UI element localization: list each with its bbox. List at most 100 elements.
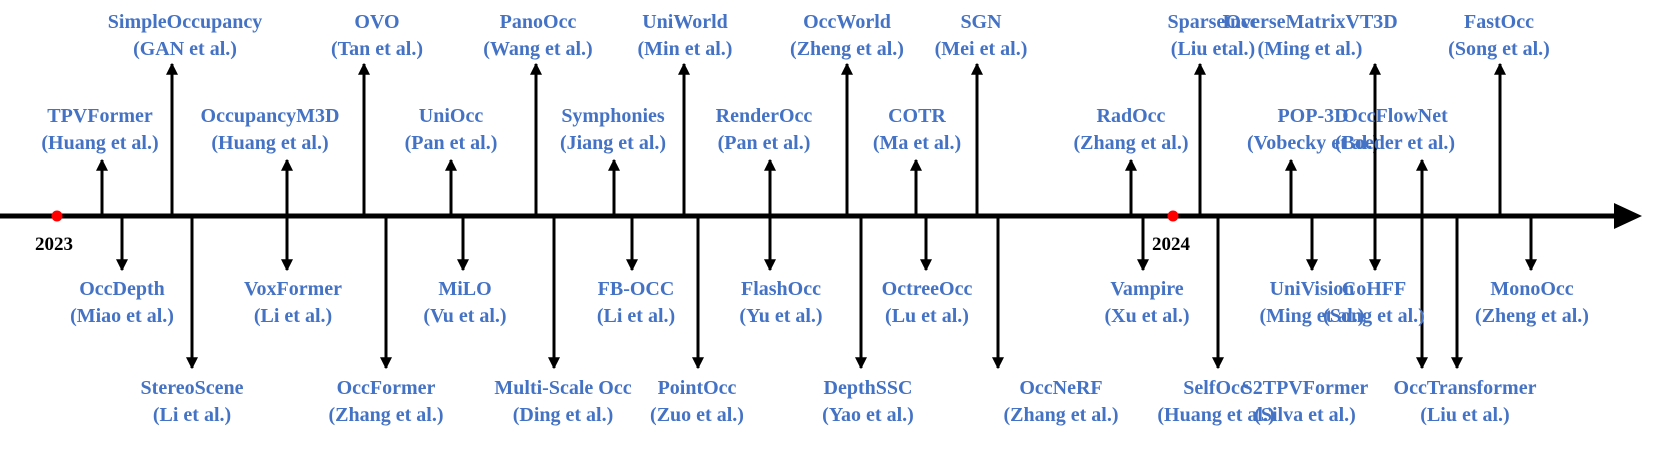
method-authors-symphonies: (Jiang et al.) — [560, 132, 666, 154]
year-label-2023: 2023 — [35, 234, 73, 255]
method-name-milo: MiLO — [438, 278, 491, 300]
year-marker-2023 — [51, 210, 63, 222]
method-name-renderocc: RenderOcc — [716, 105, 813, 127]
method-authors-sgn: (Mei et al.) — [935, 38, 1028, 60]
method-authors-radocc: (Zhang et al.) — [1074, 132, 1189, 154]
method-entry-simpleoccupancy: SimpleOccupancy (GAN et al.) — [108, 11, 262, 216]
method-name-symphonies: Symphonies — [561, 105, 665, 127]
method-authors-inversematrixvt3d: (Ming et al.) — [1258, 38, 1363, 60]
method-entry-occtransformer: OccTransformer (Liu et al.) — [1394, 216, 1537, 426]
method-entry-multi-scale-occ: Multi-Scale Occ (Ding et al.) — [494, 216, 632, 426]
method-entry-cohff: CoHFF (Song et al.) — [1323, 216, 1425, 327]
method-authors-occflownet: (Boeder et al.) — [1335, 132, 1455, 154]
method-entry-radocc: RadOcc (Zhang et al.) — [1074, 105, 1189, 216]
method-name-uniworld: UniWorld — [642, 11, 728, 33]
method-entry-renderocc: RenderOcc (Pan et al.) — [716, 105, 813, 216]
method-authors-depthssc: (Yao et al.) — [822, 404, 914, 426]
method-authors-cohff: (Song et al.) — [1323, 305, 1425, 327]
method-entry-depthssc: DepthSSC (Yao et al.) — [822, 216, 914, 426]
method-authors-uniocc: (Pan et al.) — [405, 132, 498, 154]
method-name-ovo: OVO — [354, 11, 399, 33]
method-authors-tpvformer: (Huang et al.) — [41, 132, 158, 154]
method-authors-selfocc: (Huang et al.) — [1157, 404, 1274, 426]
method-authors-cotr: (Ma et al.) — [873, 132, 961, 154]
method-entry-milo: MiLO (Vu et al.) — [423, 216, 507, 327]
method-name-sgn: SGN — [960, 11, 1002, 33]
method-name-pointocc: PointOcc — [658, 377, 737, 399]
method-authors-univision: (Ming et al.) — [1260, 305, 1365, 327]
method-name-s2tpvformer: S2TPVFormer — [1242, 377, 1369, 399]
method-authors-occupancym3d: (Huang et al.) — [211, 132, 328, 154]
year-label-2024: 2024 — [1152, 234, 1191, 255]
method-entries: SimpleOccupancy (GAN et al.) TPVFormer (Hua… — [41, 11, 1589, 426]
method-entry-occupancym3d: OccupancyM3D (Huang et al.) — [201, 105, 340, 216]
method-name-occupancym3d: OccupancyM3D — [201, 105, 340, 127]
method-authors-octreeocc: (Lu et al.) — [885, 305, 969, 327]
method-name-pop-3d: POP-3D — [1277, 105, 1348, 127]
method-entry-vampire: Vampire (Xu et al.) — [1105, 216, 1189, 327]
method-authors-uniworld: (Min et al.) — [638, 38, 733, 60]
method-name-occformer: OccFormer — [337, 377, 436, 399]
method-authors-panoocc: (Wang et al.) — [483, 38, 592, 60]
method-name-stereoscene: StereoScene — [141, 377, 244, 399]
method-name-occnerf: OccNeRF — [1019, 377, 1102, 399]
method-entry-stereoscene: StereoScene (Li et al.) — [141, 216, 244, 426]
method-name-tpvformer: TPVFormer — [47, 105, 153, 127]
method-name-selfocc: SelfOcc — [1183, 377, 1249, 399]
method-authors-s2tpvformer: (Silva et al.) — [1254, 404, 1356, 426]
method-authors-occformer: (Zhang et al.) — [329, 404, 444, 426]
method-entry-pointocc: PointOcc (Zuo et al.) — [650, 216, 744, 426]
method-authors-flashocc: (Yu et al.) — [739, 305, 822, 327]
method-name-occworld: OccWorld — [803, 11, 891, 33]
method-name-multi-scale-occ: Multi-Scale Occ — [494, 377, 631, 399]
method-entry-monoocc: MonoOcc (Zheng et al.) — [1475, 216, 1589, 327]
method-name-panoocc: PanoOcc — [500, 11, 577, 33]
method-authors-pop-3d: (Vobecky et al.) — [1247, 132, 1379, 154]
method-name-depthssc: DepthSSC — [824, 377, 913, 399]
method-name-fastocc: FastOcc — [1464, 11, 1534, 33]
method-authors-voxformer: (Li et al.) — [254, 305, 332, 327]
method-name-radocc: RadOcc — [1097, 105, 1166, 127]
method-authors-milo: (Vu et al.) — [423, 305, 506, 327]
method-entry-inversematrixvt3d: InverseMatrixVT3D (Ming et al.) — [1222, 11, 1398, 216]
method-name-occtransformer: OccTransformer — [1394, 377, 1537, 399]
method-name-cohff: CoHFF — [1342, 278, 1406, 300]
method-authors-occnerf: (Zhang et al.) — [1004, 404, 1119, 426]
method-name-occdepth: OccDepth — [79, 278, 165, 300]
method-name-fb-occ: FB-OCC — [598, 278, 675, 300]
method-entry-selfocc: SelfOcc (Huang et al.) — [1157, 216, 1275, 426]
method-authors-occworld: (Zheng et al.) — [790, 38, 904, 60]
method-entry-uniworld: UniWorld (Min et al.) — [638, 11, 733, 216]
method-entry-occflownet: OccFlowNet (Boeder et al.) — [1335, 105, 1455, 216]
method-entry-s2tpvformer: S2TPVFormer (Silva et al.) — [1242, 216, 1428, 426]
method-name-voxformer: VoxFormer — [244, 278, 342, 300]
method-name-vampire: Vampire — [1110, 278, 1183, 300]
method-name-cotr: COTR — [888, 105, 946, 127]
method-entry-panoocc: PanoOcc (Wang et al.) — [483, 11, 593, 216]
method-entry-voxformer: VoxFormer (Li et al.) — [244, 216, 342, 327]
method-name-simpleoccupancy: SimpleOccupancy — [108, 11, 262, 33]
method-name-uniocc: UniOcc — [419, 105, 484, 127]
method-authors-fb-occ: (Li et al.) — [597, 305, 675, 327]
method-entry-occnerf: OccNeRF (Zhang et al.) — [992, 216, 1119, 426]
method-authors-fastocc: (Song et al.) — [1448, 38, 1550, 60]
method-entry-uniocc: UniOcc (Pan et al.) — [405, 105, 498, 216]
method-entry-occdepth: OccDepth (Miao et al.) — [70, 216, 174, 327]
method-name-inversematrixvt3d: InverseMatrixVT3D — [1222, 11, 1398, 33]
method-entry-fb-occ: FB-OCC (Li et al.) — [597, 216, 675, 327]
method-authors-ovo: (Tan et al.) — [331, 38, 423, 60]
method-authors-sparseocc: (Liu etal.) — [1171, 38, 1255, 60]
method-authors-pointocc: (Zuo et al.) — [650, 404, 744, 426]
method-entry-tpvformer: TPVFormer (Huang et al.) — [41, 105, 159, 216]
method-name-monoocc: MonoOcc — [1490, 278, 1573, 300]
method-entry-occworld: OccWorld (Zheng et al.) — [790, 11, 904, 216]
method-entry-ovo: OVO (Tan et al.) — [331, 11, 423, 216]
method-entry-fastocc: FastOcc (Song et al.) — [1448, 11, 1550, 216]
method-entry-symphonies: Symphonies (Jiang et al.) — [560, 105, 666, 216]
method-name-flashocc: FlashOcc — [741, 278, 821, 300]
method-authors-simpleoccupancy: (GAN et al.) — [133, 38, 237, 60]
method-entry-univision: UniVision (Ming et al.) — [1260, 216, 1365, 327]
timeline-arrowhead — [1614, 203, 1642, 229]
